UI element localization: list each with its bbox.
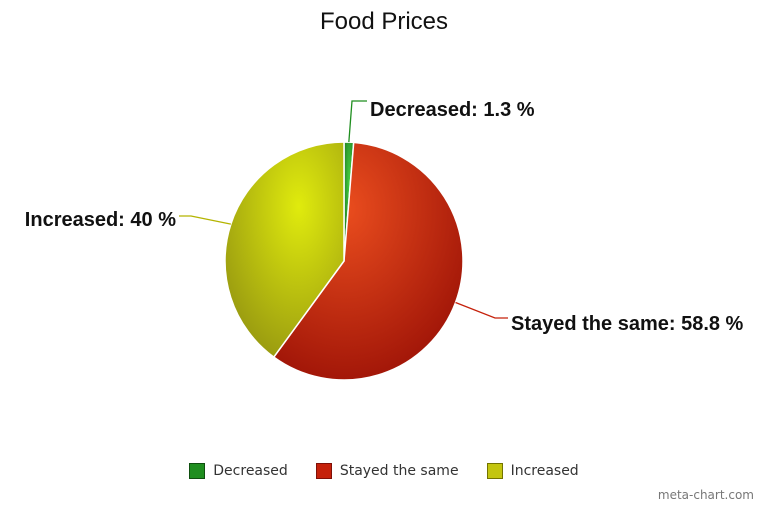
legend-label-increased: Increased: [510, 463, 579, 479]
chart-title: Food Prices: [319, 8, 449, 35]
legend-item-stayed-the-same: Stayed the same: [315, 463, 459, 479]
legend-swatch-stayed-the-same: [315, 463, 332, 479]
legend-swatch-decreased: [189, 463, 206, 479]
pie-slice-stayed-the-same: [272, 141, 464, 381]
legend-item-increased: Increased: [486, 463, 579, 479]
legend: Decreased Stayed the same Increased: [0, 463, 768, 479]
legend-label-decreased: Decreased: [213, 463, 288, 479]
footer-credit: meta-chart.com: [657, 488, 754, 502]
legend-label-stayed-the-same: Stayed the same: [339, 463, 459, 479]
pie-label-stayed-the-same: Stayed the same: 58.8 %: [511, 313, 744, 335]
pie-label-increased: Increased: 40 %: [25, 209, 176, 231]
legend-item-decreased: Decreased: [189, 463, 288, 479]
pie-connector-stayed-the-same: [455, 301, 508, 319]
pie-connector-increased: [179, 215, 231, 225]
pie-label-decreased: Decreased: 1.3 %: [370, 99, 535, 121]
pie-connector-decreased: [348, 100, 367, 143]
pie-slice-increased: [224, 141, 345, 359]
legend-swatch-increased: [486, 463, 503, 479]
